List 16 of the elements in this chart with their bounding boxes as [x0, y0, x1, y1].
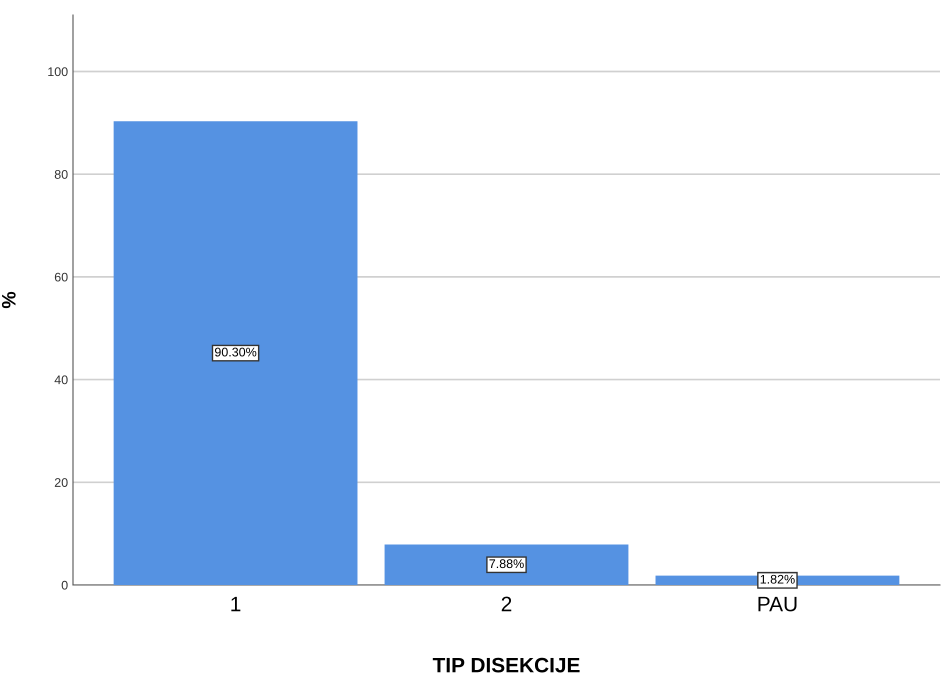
x-tick-label: 2	[502, 596, 512, 612]
y-tick-label: 40	[54, 375, 68, 384]
data-label: 1.82%	[760, 574, 795, 584]
bar	[114, 121, 358, 585]
y-tick-label: 80	[54, 170, 68, 179]
x-tick-label: 1	[231, 596, 240, 612]
x-tick-label: PAU	[758, 596, 796, 612]
y-tick-label: 60	[54, 272, 68, 282]
y-axis-title: %	[2, 292, 16, 308]
y-tick-label: 0	[62, 580, 68, 590]
bar	[384, 544, 628, 585]
y-tick-label: 100	[48, 67, 68, 76]
data-label: 90.30%	[214, 348, 256, 357]
y-tick-label: 20	[54, 478, 68, 487]
x-axis-title: TIP DISEKCIJE	[432, 658, 580, 672]
data-label: 7.88%	[489, 559, 524, 568]
